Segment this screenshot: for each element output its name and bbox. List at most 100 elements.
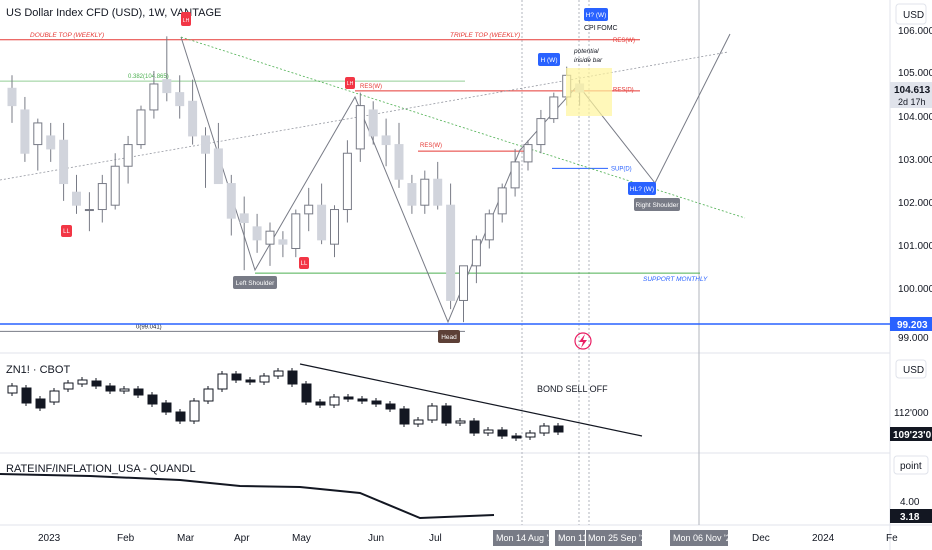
candle-body [368, 109, 378, 137]
bond-sell-off-note: BOND SELL OFF [537, 384, 608, 394]
zn-price-tag [890, 427, 932, 441]
fib-label: 0.382(104.865) [128, 74, 169, 80]
zn-candle-body [441, 405, 452, 424]
zn-candle-body [301, 383, 312, 403]
zn-candle-body [469, 420, 480, 434]
zn-candle-body [245, 379, 256, 383]
candle-body [20, 109, 30, 154]
candle-body [291, 213, 301, 249]
price-axis: 106.000 105.000 104.000 103.000 102.000 … [898, 26, 932, 344]
head-label-bg [438, 330, 460, 343]
levels-layer: DOUBLE TOP (WEEKLY) TRIPLE TOP (WEEKLY) RE… [0, 32, 708, 332]
zn-downtrend-line [299, 363, 643, 437]
zn-candle-body [413, 419, 424, 425]
price-tick: 99.000 [898, 333, 929, 344]
zn-candle-body [21, 387, 32, 404]
inflation-unit-button[interactable] [893, 455, 929, 475]
zn-candle-body [273, 370, 284, 377]
zn-currency: USD [903, 365, 924, 376]
candle-body [304, 204, 314, 215]
inflation-price-tag [890, 509, 932, 523]
zn-candle-body [343, 396, 354, 400]
level-label: RES(W) [360, 84, 382, 90]
zn-candle-body [385, 403, 396, 410]
time-tag-sep25 [586, 530, 642, 546]
current-price-tag [890, 82, 932, 108]
candle-body [72, 191, 81, 206]
zn-candle-body [357, 398, 368, 402]
candle-body [123, 144, 133, 167]
candle-body [330, 209, 339, 245]
blue-price-tag [890, 317, 932, 331]
lh-tag-top-bg [181, 12, 191, 26]
candle-body [7, 87, 17, 107]
zn-candle-body [189, 400, 200, 422]
zn-candle-body [511, 435, 522, 439]
zn-candle-body [35, 398, 46, 409]
candle-body [252, 226, 262, 241]
time-tag-sep11 [555, 530, 585, 546]
candle-body [420, 178, 430, 206]
zn-currency-button[interactable] [895, 359, 927, 379]
inflation-series [0, 473, 495, 520]
level-label: RES(W) [613, 38, 635, 44]
zn-candle-body [483, 429, 494, 434]
time-label: Mar [177, 533, 195, 544]
price-tick: 106.000 [898, 26, 932, 37]
zn-candle-body [63, 382, 74, 390]
zn-candle-body [203, 388, 214, 402]
level-label: SUPPORT MONTHLY [643, 276, 708, 283]
candle-body [265, 230, 275, 245]
candle-body [278, 239, 288, 245]
candle-body [446, 204, 456, 301]
right-shoulder-label-bg [634, 198, 680, 211]
zn-candle-body [525, 432, 536, 438]
candle-body [317, 204, 327, 241]
candle-body [46, 135, 56, 150]
currency-button[interactable] [895, 3, 927, 25]
ll-tag-mid: LL [301, 261, 308, 267]
lightning-icon[interactable] [574, 332, 592, 350]
fib-label: 0(99.041) [136, 324, 162, 330]
candle-body [549, 96, 559, 120]
price-tick: 100.000 [898, 284, 932, 295]
zn-current-price: 109'23'0 [893, 430, 932, 441]
candle-body [162, 79, 172, 94]
level-label: SUP(D) [611, 166, 632, 172]
candle-body [213, 148, 223, 185]
zn-candle-body [105, 385, 116, 392]
cpi-label: CPI [584, 25, 596, 32]
zn-candle-body [119, 388, 130, 392]
zn-candle-body [427, 405, 438, 421]
zn-candle-body [371, 400, 382, 405]
time-tag-aug [493, 530, 549, 546]
time-label: Jul [429, 533, 442, 544]
zn-candle-body [497, 429, 508, 437]
time-label: Jun [368, 533, 384, 544]
candle-body [59, 139, 69, 185]
h-w-top-tag: H? (W) [586, 12, 607, 19]
zn-title: ZN1! · CBOT [6, 364, 70, 376]
price-tick: 101.000 [898, 241, 932, 252]
price-tick: 102.000 [898, 198, 932, 209]
price-tick: 103.000 [898, 155, 932, 166]
price-tick: 105.000 [898, 68, 932, 79]
price-tick: 104.000 [898, 112, 932, 123]
inside-bar-note: potential [573, 48, 599, 55]
level-label: TRIPLE TOP (WEEKLY) [450, 32, 520, 39]
zn-candle-body [77, 379, 88, 385]
zn-candle-body [455, 420, 466, 424]
inside-bar-note: inside bar [574, 57, 603, 64]
ll-tag-mid-bg [299, 257, 309, 269]
candle-body [355, 105, 365, 150]
time-label: 2023 [38, 533, 61, 544]
candle-body [433, 178, 443, 206]
lightning-icon-glyph [579, 334, 587, 348]
zn-candle-body [399, 408, 410, 425]
candle-body [536, 118, 546, 146]
zn-price-tick: 112'000 [894, 408, 929, 419]
right-shoulder-label: Right Shoulder [636, 202, 680, 209]
inside-bar-highlight [566, 68, 612, 116]
